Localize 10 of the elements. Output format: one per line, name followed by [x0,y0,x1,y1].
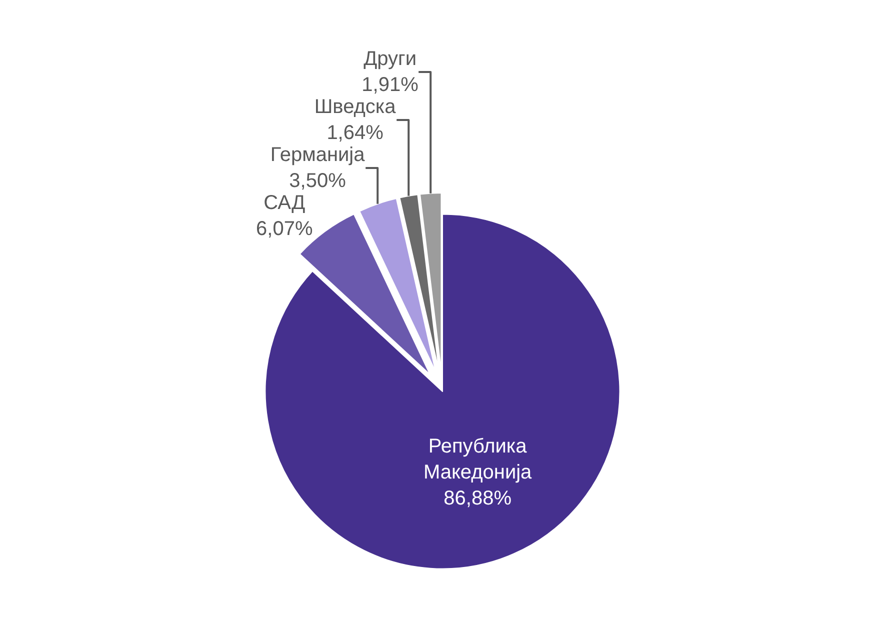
data-label: 1,91% [362,74,419,96]
slice-label: САД [264,192,306,214]
data-label: 6,07% [256,218,313,240]
data-label: 86,88% [444,488,512,510]
data-label: 3,50% [289,170,346,192]
slice-label: Шведска [314,96,397,118]
slice-label: Република Македонија [423,436,533,484]
slice-label: Германија [270,144,366,166]
data-label: 1,64% [326,122,384,144]
slice-label: Други [364,48,416,70]
